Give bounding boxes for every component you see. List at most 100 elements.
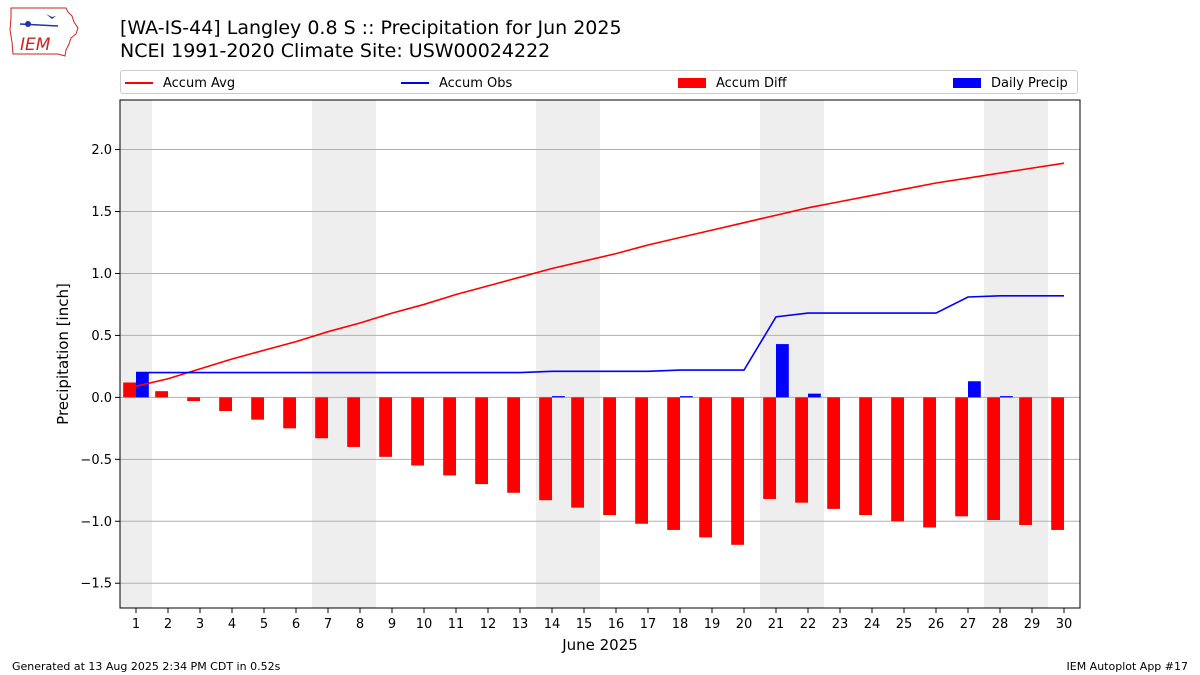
- accum-diff-bar-7: [315, 397, 328, 439]
- logo-bird-icon: [46, 14, 56, 19]
- accum-avg-line: [135, 162, 1065, 387]
- y-tick-label: −1.0: [80, 515, 112, 530]
- weekend-shade-29: [1016, 100, 1048, 608]
- x-tick-label: 12: [480, 617, 497, 632]
- accum-diff-bar-13: [507, 397, 520, 493]
- accum-diff-bar-11: [443, 397, 456, 476]
- x-tick-label: 4: [228, 617, 236, 632]
- x-tick-label: 20: [736, 617, 753, 632]
- series-lines: [135, 162, 1065, 387]
- accum-diff-bar-25: [891, 397, 904, 522]
- x-tick-label: 26: [928, 617, 945, 632]
- weekend-shade-22: [792, 100, 824, 608]
- accum-diff-bar-27: [955, 397, 968, 517]
- chart-title: [WA-IS-44] Langley 0.8 S :: Precipitatio…: [120, 17, 622, 39]
- iem-logo: IEM: [9, 7, 79, 57]
- legend-label-accum-obs: Accum Obs: [439, 75, 513, 91]
- daily-precip-bar-22: [808, 393, 821, 398]
- x-tick-label: 6: [292, 617, 300, 632]
- x-tick-label: 9: [388, 617, 396, 632]
- bars: [123, 344, 1064, 545]
- x-tick-label: 5: [260, 617, 268, 632]
- weekend-shade-8: [344, 100, 376, 608]
- weekend-shade-15: [568, 100, 600, 608]
- x-tick-label: 11: [448, 617, 465, 632]
- accum-diff-bar-28: [987, 397, 1000, 521]
- weekend-shade-7: [312, 100, 344, 608]
- accum-diff-bar-30: [1051, 397, 1064, 530]
- x-tick-label: 23: [832, 617, 849, 632]
- daily-precip-bar-27: [968, 381, 981, 398]
- x-tick-label: 19: [704, 617, 721, 632]
- footer-app: IEM Autoplot App #17: [1066, 660, 1189, 673]
- x-tick-label: 25: [896, 617, 913, 632]
- legend-swatch-accum-avg: [125, 82, 153, 84]
- accum-diff-bar-2: [155, 391, 168, 398]
- legend-swatch-daily-precip: [953, 78, 981, 88]
- daily-precip-bar-14: [552, 396, 565, 398]
- logo-line-icon: [19, 23, 59, 27]
- x-tick-label: 10: [416, 617, 433, 632]
- y-tick-label: 2.0: [91, 143, 112, 158]
- accum-diff-bar-16: [603, 397, 616, 516]
- y-tick-label: 1.0: [91, 267, 112, 282]
- legend-swatch-accum-diff: [678, 78, 706, 88]
- accum-diff-bar-6: [283, 397, 296, 429]
- x-tick-label: 24: [864, 617, 881, 632]
- accum-diff-bar-24: [859, 397, 872, 516]
- x-tick-label: 29: [1024, 617, 1041, 632]
- legend-item-accum-avg: Accum Avg: [125, 74, 235, 92]
- accum-diff-bar-21: [763, 397, 776, 499]
- x-tick-label: 28: [992, 617, 1009, 632]
- x-axis-label: June 2025: [561, 636, 638, 654]
- accum-diff-bar-18: [667, 397, 680, 530]
- daily-precip-bar-28: [1000, 396, 1013, 398]
- plot-frame: [119, 99, 1081, 609]
- x-tick-label: 17: [640, 617, 657, 632]
- accum-diff-bar-14: [539, 397, 552, 501]
- x-tick-label: 7: [324, 617, 332, 632]
- x-tick-label: 22: [800, 617, 817, 632]
- x-tick-label: 18: [672, 617, 689, 632]
- y-tick-label: −0.5: [80, 453, 112, 468]
- accum-diff-bar-15: [571, 397, 584, 508]
- daily-precip-bar-18: [680, 396, 693, 398]
- legend-item-daily-precip: Daily Precip: [953, 74, 1068, 92]
- accum-diff-bar-4: [219, 397, 232, 411]
- x-tick-label: 16: [608, 617, 625, 632]
- y-axis-label: Precipitation [inch]: [54, 283, 72, 425]
- logo-text: IEM: [20, 35, 51, 55]
- accum-diff-bar-3: [187, 397, 200, 402]
- accum-diff-bar-29: [1019, 397, 1032, 525]
- weekend-shade-1: [120, 100, 152, 608]
- footer-generated: Generated at 13 Aug 2025 2:34 PM CDT in …: [12, 660, 281, 673]
- accum-diff-bar-20: [731, 397, 744, 545]
- y-tick-label: 0.5: [91, 329, 112, 344]
- axes-ticks: −1.5−1.0−0.50.00.51.01.52.01 2 3 4 5 6 7 8 9 10 11…: [80, 143, 1072, 632]
- y-tick-label: −1.5: [80, 577, 112, 592]
- accum-diff-bar-9: [379, 397, 392, 457]
- accum-diff-bar-19: [699, 397, 712, 538]
- accum-obs-line: [136, 294, 1064, 374]
- y-tick-label: 0.0: [91, 391, 112, 406]
- accum-diff-bar-22: [795, 397, 808, 503]
- accum-diff-bar-8: [347, 397, 360, 447]
- x-tick-label: 13: [512, 617, 529, 632]
- legend-label-accum-diff: Accum Diff: [716, 75, 787, 91]
- daily-precip-bar-21: [776, 344, 789, 398]
- accum-diff-bar-17: [635, 397, 648, 524]
- weekend-shading: [120, 100, 1048, 608]
- x-tick-label: 14: [544, 617, 561, 632]
- weekend-shade-28: [984, 100, 1016, 608]
- legend-item-accum-obs: Accum Obs: [401, 74, 512, 92]
- legend-swatch-accum-obs: [401, 82, 429, 84]
- accum-diff-bar-26: [923, 397, 936, 528]
- accum-diff-bar-12: [475, 397, 488, 485]
- accum-diff-bar-10: [411, 397, 424, 466]
- iowa-state-outline: [9, 7, 79, 57]
- chart-subtitle: NCEI 1991-2020 Climate Site: USW00024222: [120, 40, 551, 62]
- x-tick-label: 2: [164, 617, 172, 632]
- legend-item-accum-diff: Accum Diff: [678, 74, 787, 92]
- legend-label-daily-precip: Daily Precip: [991, 75, 1068, 91]
